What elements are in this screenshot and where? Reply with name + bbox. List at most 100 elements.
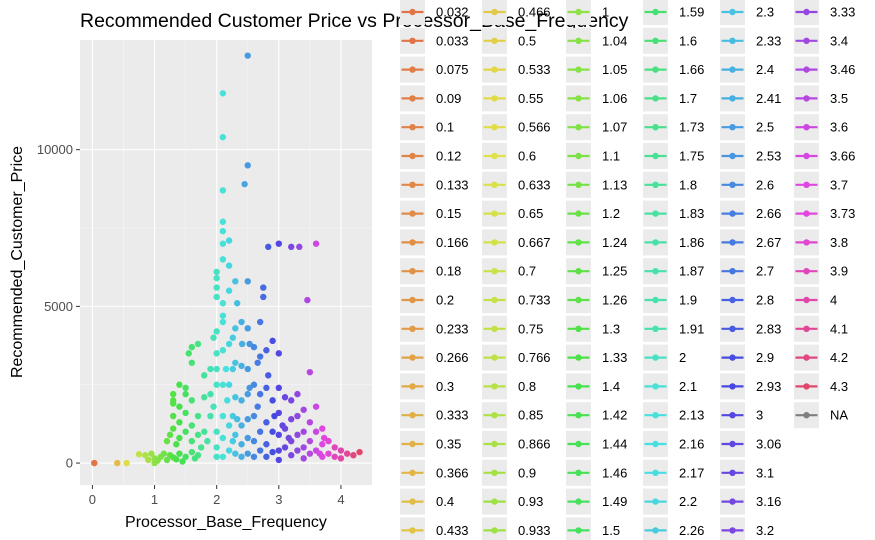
data-point — [148, 450, 155, 457]
legend-label: 0.75 — [518, 321, 543, 336]
data-point — [275, 350, 283, 357]
legend-key-point — [652, 95, 659, 102]
data-point — [294, 412, 301, 420]
legend-label: 4.1 — [830, 321, 848, 336]
legend-key-point — [409, 152, 416, 160]
legend-key-point — [575, 469, 582, 476]
legend-label: 4.2 — [830, 350, 848, 365]
legend-key-point — [575, 440, 582, 448]
data-point — [300, 455, 307, 462]
legend-label: 2.33 — [756, 33, 781, 48]
legend-label: 3.2 — [756, 523, 774, 538]
data-point — [254, 403, 261, 410]
legend-label: 1.73 — [679, 120, 704, 135]
legend-label: 0.133 — [436, 177, 469, 192]
data-point — [241, 180, 248, 188]
legend-key-point — [409, 210, 416, 217]
legend-key-point — [803, 152, 810, 160]
legend-key-point — [652, 210, 659, 217]
data-point — [288, 452, 295, 459]
legend-label: 1.4 — [602, 379, 620, 394]
data-point — [263, 419, 270, 426]
data-point — [173, 456, 180, 463]
legend-label: 1.49 — [602, 494, 627, 509]
legend-key-point — [729, 95, 736, 102]
legend-key-point — [491, 124, 498, 131]
data-point — [225, 447, 233, 454]
legend-label: 2.26 — [679, 523, 704, 538]
data-point — [256, 353, 264, 360]
legend-key-point — [491, 469, 498, 476]
legend-label: 3.1 — [756, 465, 774, 480]
legend-key-point — [491, 210, 498, 217]
data-point — [265, 243, 272, 251]
legend-label: 2.16 — [679, 437, 704, 452]
legend-key-point — [803, 268, 810, 275]
legend-key-point — [652, 268, 659, 275]
legend-label: 4 — [830, 293, 837, 308]
legend-key-point — [803, 383, 810, 390]
legend-key-point — [491, 383, 498, 390]
data-point — [219, 240, 227, 247]
data-point — [232, 450, 239, 457]
data-point — [250, 412, 258, 420]
data-point — [194, 412, 202, 420]
legend-key-point — [575, 527, 582, 534]
data-point — [244, 278, 251, 285]
y-tick-label: 0 — [66, 456, 73, 471]
legend-key-point — [409, 469, 416, 476]
data-point — [219, 453, 227, 460]
legend-label: 1.91 — [679, 321, 704, 336]
legend-label: 3.73 — [830, 206, 855, 221]
legend-label: 0.166 — [436, 235, 469, 250]
y-tick-label: 10000 — [37, 142, 73, 157]
legend-key-point — [803, 181, 810, 188]
legend-label: 1.26 — [602, 293, 627, 308]
legend-label: 2.2 — [679, 494, 697, 509]
legend-key-point — [575, 210, 582, 217]
legend-key-point — [409, 37, 416, 44]
data-point — [232, 278, 239, 285]
legend-key-point — [491, 66, 498, 73]
data-point — [219, 381, 227, 388]
data-point — [275, 409, 283, 417]
legend-key-point — [803, 95, 810, 102]
data-point — [225, 237, 233, 244]
legend-key-point — [803, 239, 810, 246]
data-point — [222, 365, 230, 373]
legend-key-point — [729, 268, 736, 275]
data-point — [225, 262, 233, 269]
legend-label: 1.42 — [602, 408, 627, 423]
legend-label: 0.566 — [518, 120, 551, 135]
legend-label: 3.06 — [756, 437, 781, 452]
data-point — [219, 434, 227, 442]
data-point — [300, 444, 307, 451]
legend-label: 1.59 — [679, 5, 704, 20]
data-point — [250, 453, 258, 460]
legend-label: 2.53 — [756, 149, 781, 164]
legend-label: 0.266 — [436, 350, 469, 365]
data-point — [254, 359, 261, 366]
legend-label: 0.033 — [436, 33, 469, 48]
data-point — [123, 459, 130, 467]
legend-label: 0.9 — [518, 465, 536, 480]
legend-label: 2.66 — [756, 206, 781, 221]
data-point — [188, 422, 196, 429]
legend-key-point — [575, 239, 582, 246]
data-point — [194, 431, 202, 439]
legend-key-point — [409, 325, 416, 332]
legend-label: 1.7 — [679, 91, 697, 106]
legend-label: 0.233 — [436, 321, 469, 336]
data-point — [319, 453, 326, 460]
data-point — [281, 425, 289, 432]
data-point — [169, 412, 177, 420]
legend-key-point — [409, 95, 416, 102]
data-point — [275, 456, 283, 464]
legend-key-point — [491, 152, 498, 160]
data-point — [210, 403, 217, 410]
data-point — [256, 428, 264, 435]
legend-key-point — [575, 383, 582, 390]
legend-label: 0.18 — [436, 264, 461, 279]
data-point — [213, 293, 220, 301]
